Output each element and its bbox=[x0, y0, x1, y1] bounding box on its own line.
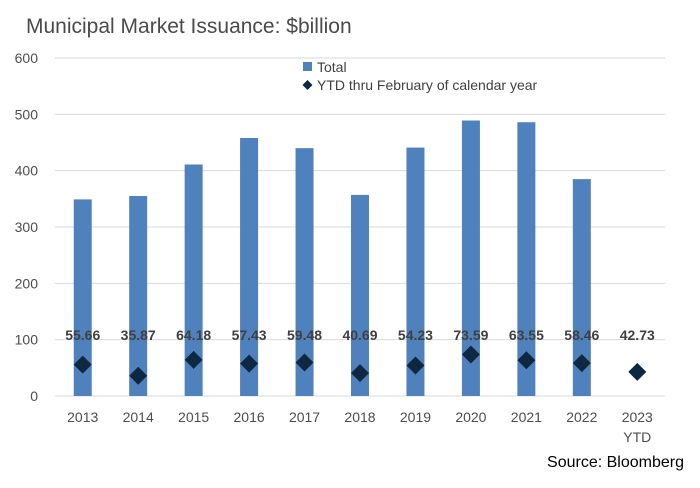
data-label-ytd-2022: 58.46 bbox=[564, 327, 599, 343]
bar-total-2017 bbox=[295, 148, 314, 396]
y-tick-label: 400 bbox=[15, 163, 39, 179]
x-tick-label-2016: 2016 bbox=[234, 409, 265, 425]
y-tick-label: 500 bbox=[15, 106, 39, 122]
y-tick-label: 300 bbox=[15, 219, 39, 235]
data-labels: 55.66 35.87 64.18 57.43 59.48 40.69 54.23 73.59… bbox=[65, 327, 655, 343]
bar-total-2014 bbox=[129, 196, 148, 396]
marker-ytd-2014 bbox=[129, 366, 148, 385]
x-tick-label-2022: 2022 bbox=[566, 409, 597, 425]
marker-ytd-2018 bbox=[351, 364, 369, 383]
marker-ytd-2021 bbox=[517, 351, 536, 370]
x-tick-label-2023: 2023 bbox=[622, 409, 653, 425]
legend-label-ytd: YTD thru February of calendar year bbox=[317, 77, 538, 93]
bar-total-2018 bbox=[351, 194, 369, 396]
legend-label-total: Total bbox=[317, 59, 347, 75]
data-label-ytd-2018: 40.69 bbox=[342, 327, 377, 343]
bar-total-2015 bbox=[184, 164, 203, 396]
chart-title: Municipal Market Issuance: $billion bbox=[26, 15, 352, 38]
x-tick-label-2014: 2014 bbox=[123, 409, 154, 425]
x-tick-label-2017: 2017 bbox=[289, 409, 320, 425]
data-label-ytd-2023: 42.73 bbox=[620, 327, 655, 343]
x-tick-label-2015: 2015 bbox=[178, 409, 209, 425]
data-label-ytd-2017: 59.48 bbox=[287, 327, 322, 343]
bar-total-2019 bbox=[406, 147, 425, 396]
marker-ytd-2020 bbox=[461, 345, 480, 364]
marker-ytd-2013 bbox=[73, 355, 92, 374]
marker-ytd-2016 bbox=[240, 354, 259, 373]
marker-ytd-2022 bbox=[572, 354, 591, 373]
data-label-ytd-2019: 54.23 bbox=[398, 327, 433, 343]
marker-ytd-2019 bbox=[406, 356, 425, 375]
data-label-ytd-2021: 63.55 bbox=[509, 327, 544, 343]
legend: Total YTD thru February of calendar year bbox=[302, 59, 538, 93]
y-axis-ticks: 0 100 200 300 400 500 600 bbox=[15, 50, 39, 404]
x-tick-label-2019: 2019 bbox=[400, 409, 431, 425]
marker-ytd-2015 bbox=[184, 350, 203, 369]
bar-total-2022 bbox=[572, 179, 591, 396]
x-axis-ticks: 2013 2014 2015 2016 2017 2018 2019 2020 2021 2022… bbox=[67, 409, 653, 445]
y-tick-label: 200 bbox=[15, 275, 39, 291]
marker-series-ytd bbox=[73, 345, 647, 385]
bar-series-total bbox=[73, 120, 591, 396]
bar-total-2013 bbox=[73, 199, 92, 396]
data-label-ytd-2014: 35.87 bbox=[121, 327, 156, 343]
x-tick-label-2021: 2021 bbox=[511, 409, 542, 425]
bar-total-2020 bbox=[461, 120, 480, 396]
data-label-ytd-2020: 73.59 bbox=[453, 327, 488, 343]
x-tick-label-2020: 2020 bbox=[455, 409, 486, 425]
x-tick-sublabel-2023: YTD bbox=[623, 429, 651, 445]
y-tick-label: 100 bbox=[15, 332, 39, 348]
bar-total-2016 bbox=[240, 137, 259, 396]
data-label-ytd-2015: 64.18 bbox=[176, 327, 211, 343]
legend-swatch-ytd bbox=[302, 80, 313, 90]
x-tick-label-2013: 2013 bbox=[67, 409, 98, 425]
legend-swatch-total bbox=[303, 62, 312, 71]
x-tick-label-2018: 2018 bbox=[344, 409, 375, 425]
data-label-ytd-2013: 55.66 bbox=[65, 327, 100, 343]
data-label-ytd-2016: 57.43 bbox=[232, 327, 267, 343]
marker-ytd-2017 bbox=[295, 353, 314, 372]
bar-total-2021 bbox=[517, 122, 536, 396]
y-tick-label: 600 bbox=[15, 50, 39, 66]
y-tick-label: 0 bbox=[30, 388, 38, 404]
marker-ytd-2023 bbox=[628, 362, 647, 381]
source-note: Source: Bloomberg bbox=[547, 454, 684, 471]
